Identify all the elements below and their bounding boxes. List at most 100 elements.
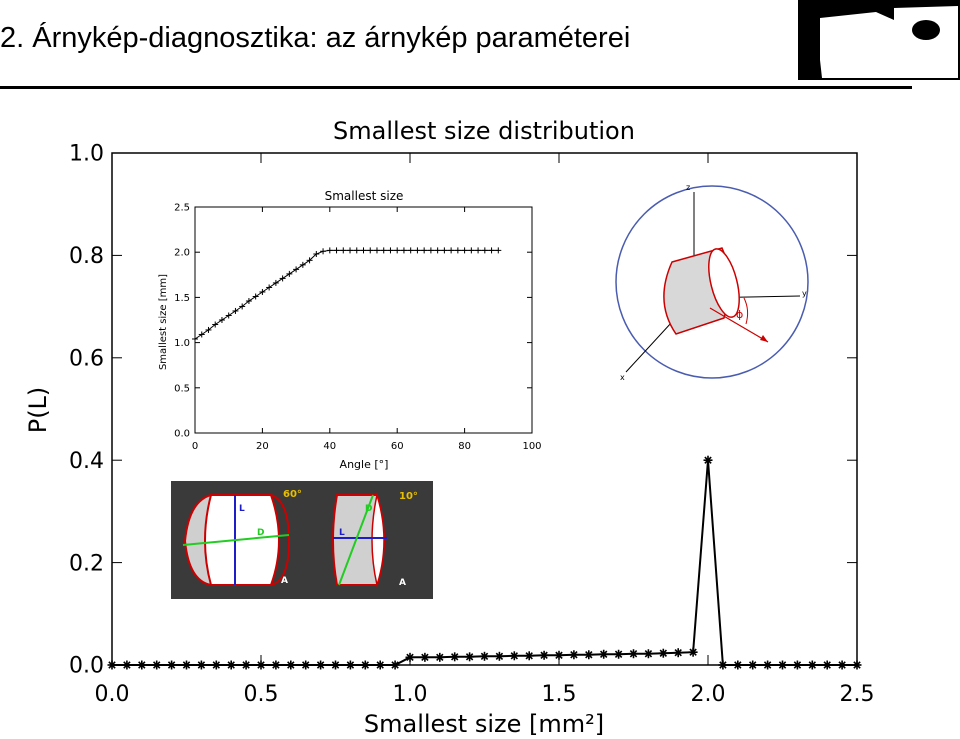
main-x-tick-label: 2.5 (840, 682, 875, 707)
inset-data-point (333, 247, 340, 254)
main-x-tick-label: 1.5 (542, 682, 577, 707)
inset-data-point (239, 303, 246, 310)
inset-data-point (259, 288, 266, 295)
inset-data-point (360, 247, 367, 254)
main-y-tick-label: 0.8 (69, 244, 104, 269)
inset-x-tick-label: 100 (522, 441, 541, 452)
photo-10-angle-label: 10° (399, 491, 418, 502)
main-data-point (271, 660, 281, 670)
inset-data-point (347, 247, 354, 254)
main-data-point (182, 660, 191, 670)
cylinder-orientation-diagram: ϕ z y x (615, 183, 809, 382)
main-data-point (718, 660, 728, 670)
angle-arc (743, 297, 749, 325)
main-data-point (375, 660, 385, 670)
main-data-point (450, 652, 460, 662)
main-data-point (688, 647, 698, 657)
main-data-point (733, 660, 743, 670)
main-data-point (852, 660, 862, 670)
main-y-tick-label: 0.4 (69, 449, 104, 474)
photo-60-angle-label: 60° (283, 489, 302, 500)
inset-data-point (380, 247, 387, 254)
inset-data-point (320, 248, 327, 255)
inset-data-point (286, 270, 293, 277)
main-data-point (763, 660, 773, 670)
main-x-tick-label: 1.0 (393, 682, 428, 707)
cylinder-face (708, 248, 740, 318)
inset-data-point (279, 275, 286, 282)
inset-x-tick-label: 0 (192, 441, 198, 452)
orientation-sphere (615, 185, 809, 379)
inset-data-point (252, 293, 259, 300)
inset-y-axis-label: Smallest size [mm] (158, 274, 169, 370)
main-data-point (643, 649, 653, 659)
slide-title: 2. Árnykép-diagnosztika: az árnykép para… (0, 22, 631, 54)
main-data-point (107, 660, 117, 670)
inset-data-point (475, 247, 482, 254)
inset-data-point (441, 247, 448, 254)
inset-data-point (434, 247, 441, 254)
inset-data-point (468, 247, 475, 254)
inset-data-point (245, 298, 252, 305)
main-data-point (584, 650, 594, 660)
main-data-point (420, 652, 430, 662)
main-data-point (673, 648, 683, 658)
main-data-point (792, 660, 802, 670)
inset-series-line (194, 249, 499, 340)
inset-y-tick-label: 0.5 (174, 383, 190, 394)
main-data-point (196, 660, 206, 670)
main-data-point (122, 660, 132, 670)
main-chart-title: Smallest size distribution (333, 117, 635, 145)
inset-data-point (232, 307, 239, 314)
main-data-point (778, 660, 787, 670)
inset-data-point (272, 279, 279, 286)
main-data-point (241, 660, 251, 670)
main-data-point (226, 660, 236, 670)
main-y-tick-label: 0.6 (69, 347, 104, 372)
inset-x-tick-label: 40 (323, 441, 336, 452)
main-data-point (316, 660, 326, 670)
main-y-tick-label: 0.2 (69, 551, 104, 576)
main-x-tick-label: 2.0 (691, 682, 726, 707)
main-y-axis-label: P(L) (24, 387, 52, 434)
inset-data-point (353, 247, 360, 254)
angle-arrow-head (760, 335, 768, 342)
main-data-point (211, 660, 221, 670)
inset-data-point (387, 247, 394, 254)
photo-60-D-label: D (257, 528, 264, 538)
main-data-point (509, 651, 519, 661)
inset-data-point (454, 247, 461, 254)
inset-y-tick-label: 2.5 (174, 203, 190, 214)
main-data-point (331, 660, 340, 670)
inset-data-point (414, 247, 421, 254)
main-data-point (494, 651, 504, 661)
photo-60-A-label: A (281, 576, 288, 586)
x-axis-label: x (620, 373, 625, 382)
inset-data-point (373, 247, 380, 254)
inset-data-point (299, 261, 306, 268)
photo-10-L-label: L (339, 528, 345, 538)
main-y-tick-label: 0.0 (69, 654, 104, 679)
inset-data-point (212, 321, 219, 328)
title-divider (0, 86, 912, 89)
main-data-point (807, 660, 817, 670)
inset-x-tick-label: 20 (256, 441, 269, 452)
inset-data-point (205, 326, 212, 333)
main-data-point (480, 651, 489, 661)
inset-data-point (367, 247, 374, 254)
y-axis-label: y (802, 289, 807, 298)
inset-data-point (266, 284, 273, 291)
inset-data-point (313, 251, 320, 258)
logo-image (798, 0, 960, 80)
shadow-photo-10: 10° L D A (315, 481, 433, 599)
main-data-point (360, 660, 370, 670)
main-data-point (256, 660, 266, 670)
inset-y-tick-label: 1.0 (174, 338, 190, 349)
inset-data-point (192, 335, 198, 342)
main-data-point (345, 660, 355, 670)
photo-60-L-label: L (239, 504, 245, 514)
main-data-point (167, 660, 177, 670)
inset-x-axis-label: Angle [°] (340, 458, 389, 471)
z-axis-label: z (686, 183, 690, 192)
